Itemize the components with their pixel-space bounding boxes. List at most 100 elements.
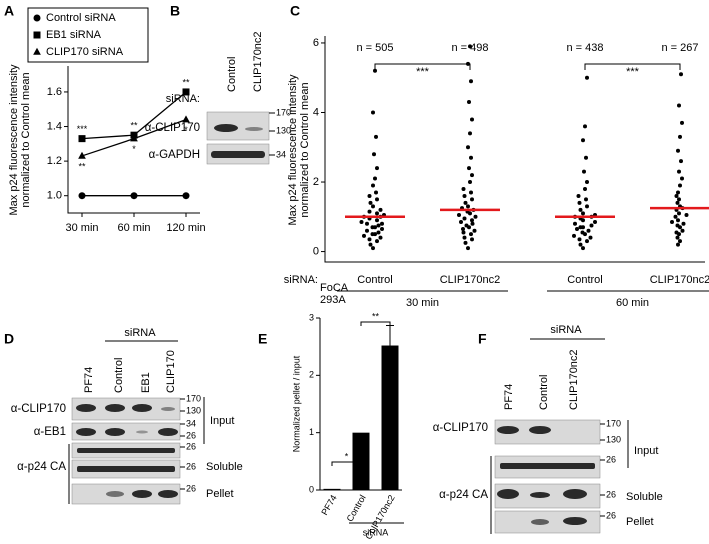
point bbox=[466, 204, 470, 209]
x-tick-label: Control bbox=[345, 493, 368, 523]
point bbox=[583, 186, 587, 191]
point bbox=[572, 233, 576, 238]
band bbox=[214, 124, 238, 132]
point bbox=[375, 239, 379, 244]
point bbox=[469, 232, 473, 237]
fraction-label: Input bbox=[210, 415, 234, 427]
point bbox=[462, 193, 467, 198]
chart-title: 293A bbox=[320, 294, 346, 306]
point bbox=[472, 228, 477, 233]
point bbox=[375, 197, 379, 202]
panel-label: E bbox=[258, 331, 267, 347]
point bbox=[378, 207, 383, 212]
group-label: 30 min bbox=[406, 297, 439, 309]
bracket bbox=[331, 461, 362, 466]
panel-label: F bbox=[478, 331, 487, 347]
y-tick-label: 3 bbox=[309, 312, 314, 322]
point bbox=[371, 246, 375, 251]
lane-label: PF74 bbox=[503, 384, 515, 410]
point bbox=[589, 223, 594, 228]
blot-header: siRNA bbox=[124, 327, 156, 339]
marker-ticks bbox=[269, 112, 275, 156]
point bbox=[679, 159, 683, 164]
category-label: Control bbox=[567, 274, 602, 286]
mw-marker: 34 bbox=[276, 149, 286, 159]
lane-label: Control bbox=[113, 358, 125, 393]
mw-marker: 130 bbox=[186, 405, 201, 415]
blot-strip bbox=[71, 422, 181, 441]
point bbox=[468, 180, 472, 185]
point bbox=[467, 166, 471, 171]
mw-marker: 26 bbox=[186, 483, 196, 493]
y-axis-label: normalized to Control mean bbox=[20, 72, 32, 207]
lane-label: CLIP170 bbox=[165, 350, 177, 393]
marker bbox=[182, 115, 190, 123]
mw-marker: 26 bbox=[606, 454, 616, 464]
point bbox=[678, 134, 682, 139]
point bbox=[679, 72, 683, 77]
point bbox=[580, 230, 585, 235]
bar bbox=[323, 488, 341, 490]
point bbox=[680, 228, 685, 233]
point bbox=[380, 221, 384, 226]
blot-strip bbox=[71, 397, 181, 421]
mw-marker: 170 bbox=[276, 107, 291, 117]
point bbox=[365, 221, 369, 226]
significance: ** bbox=[182, 77, 190, 87]
point bbox=[677, 169, 681, 174]
significance: *** bbox=[416, 66, 430, 78]
marker bbox=[78, 151, 86, 159]
panel-label: C bbox=[290, 3, 300, 19]
chart-title: FoCA bbox=[320, 282, 349, 294]
y-tick-label: 1.4 bbox=[47, 120, 62, 132]
point bbox=[470, 117, 474, 122]
n-label: n = 505 bbox=[356, 42, 393, 54]
point bbox=[470, 173, 474, 178]
point bbox=[468, 44, 472, 49]
x-axis-label: siRNA bbox=[363, 527, 389, 537]
blot-b: siRNA: Control CLIP170nc2 α-CLIP170 α-GA… bbox=[145, 31, 291, 165]
point bbox=[376, 223, 381, 228]
n-label: n = 498 bbox=[451, 42, 488, 54]
point bbox=[677, 197, 681, 202]
category-label: CLIP170nc2 bbox=[440, 274, 501, 286]
point bbox=[470, 218, 474, 223]
point bbox=[469, 190, 473, 195]
point bbox=[462, 216, 467, 221]
significance: ** bbox=[78, 161, 86, 171]
band bbox=[245, 127, 263, 131]
point bbox=[676, 242, 680, 247]
fraction-label: Soluble bbox=[626, 491, 663, 503]
y-tick-label: 4 bbox=[313, 106, 319, 118]
point bbox=[684, 213, 689, 218]
y-axis-label: Max p24 fluorescence intensity bbox=[8, 64, 20, 216]
significance: ** bbox=[372, 311, 380, 321]
axis bbox=[324, 36, 705, 263]
point bbox=[578, 207, 583, 212]
point bbox=[581, 138, 585, 143]
panel-label: A bbox=[4, 3, 14, 19]
antibody-label: α-CLIP170 bbox=[145, 122, 200, 134]
y-tick-label: 2 bbox=[309, 370, 314, 380]
lane-label: CLIP170nc2 bbox=[568, 349, 580, 410]
point bbox=[584, 197, 588, 202]
point bbox=[371, 110, 375, 115]
point bbox=[470, 221, 475, 226]
point bbox=[473, 214, 478, 219]
bands bbox=[76, 404, 178, 498]
mw-marker: 130 bbox=[606, 434, 621, 444]
y-tick-label: 1.6 bbox=[47, 86, 62, 98]
point bbox=[378, 235, 383, 240]
antibody-label: α-CLIP170 bbox=[11, 403, 66, 415]
point bbox=[578, 225, 583, 230]
marker-ticks bbox=[600, 423, 605, 517]
bracket bbox=[374, 63, 471, 70]
point bbox=[463, 200, 468, 205]
point bbox=[675, 200, 680, 205]
point bbox=[367, 237, 372, 242]
n-label: n = 267 bbox=[661, 42, 698, 54]
point bbox=[581, 246, 585, 251]
point bbox=[375, 211, 379, 216]
point bbox=[376, 230, 381, 235]
point bbox=[380, 226, 384, 231]
